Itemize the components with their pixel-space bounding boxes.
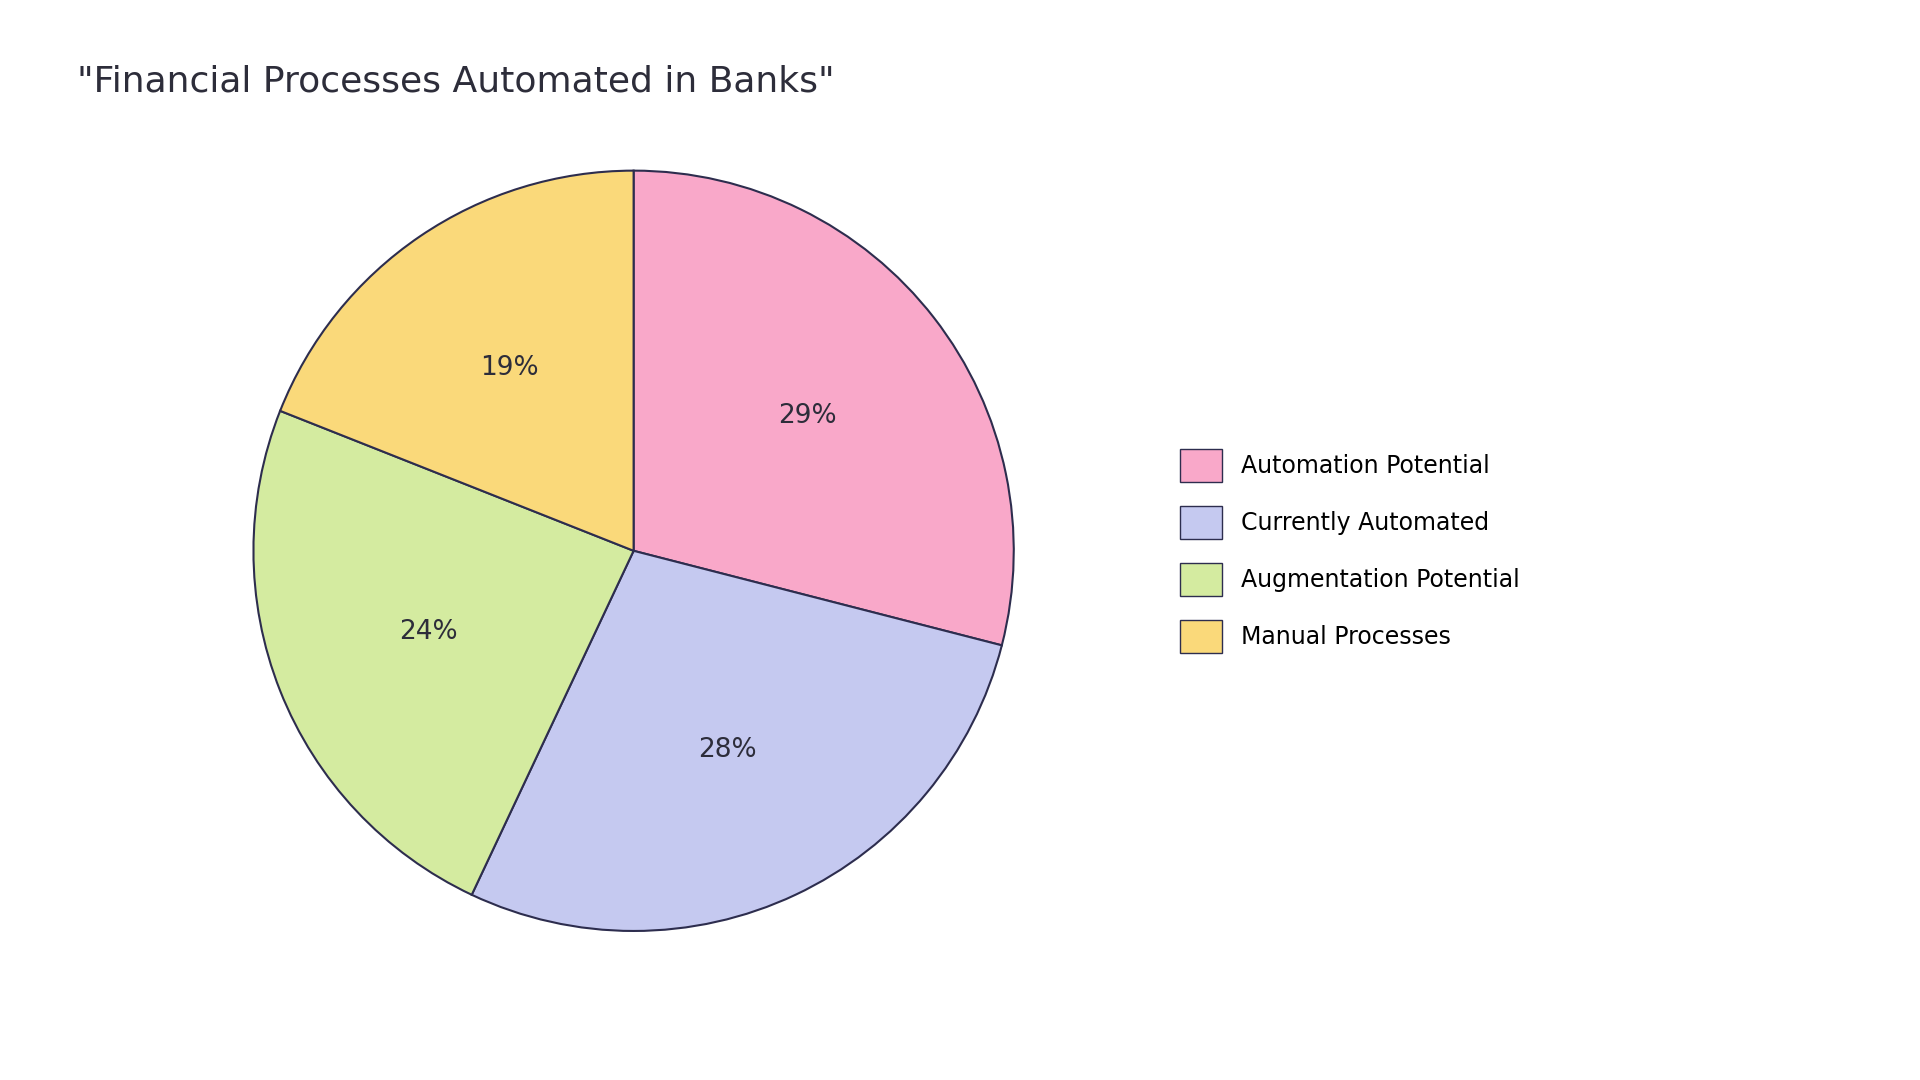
Text: 28%: 28% xyxy=(699,738,756,764)
Legend: Automation Potential, Currently Automated, Augmentation Potential, Manual Proces: Automation Potential, Currently Automate… xyxy=(1167,436,1532,665)
Text: 19%: 19% xyxy=(480,355,540,381)
Wedge shape xyxy=(634,171,1014,646)
Text: 24%: 24% xyxy=(399,619,457,645)
Text: 29%: 29% xyxy=(778,403,837,429)
Wedge shape xyxy=(253,410,634,894)
Text: "Financial Processes Automated in Banks": "Financial Processes Automated in Banks" xyxy=(77,65,835,98)
Wedge shape xyxy=(280,171,634,551)
Wedge shape xyxy=(472,551,1002,931)
